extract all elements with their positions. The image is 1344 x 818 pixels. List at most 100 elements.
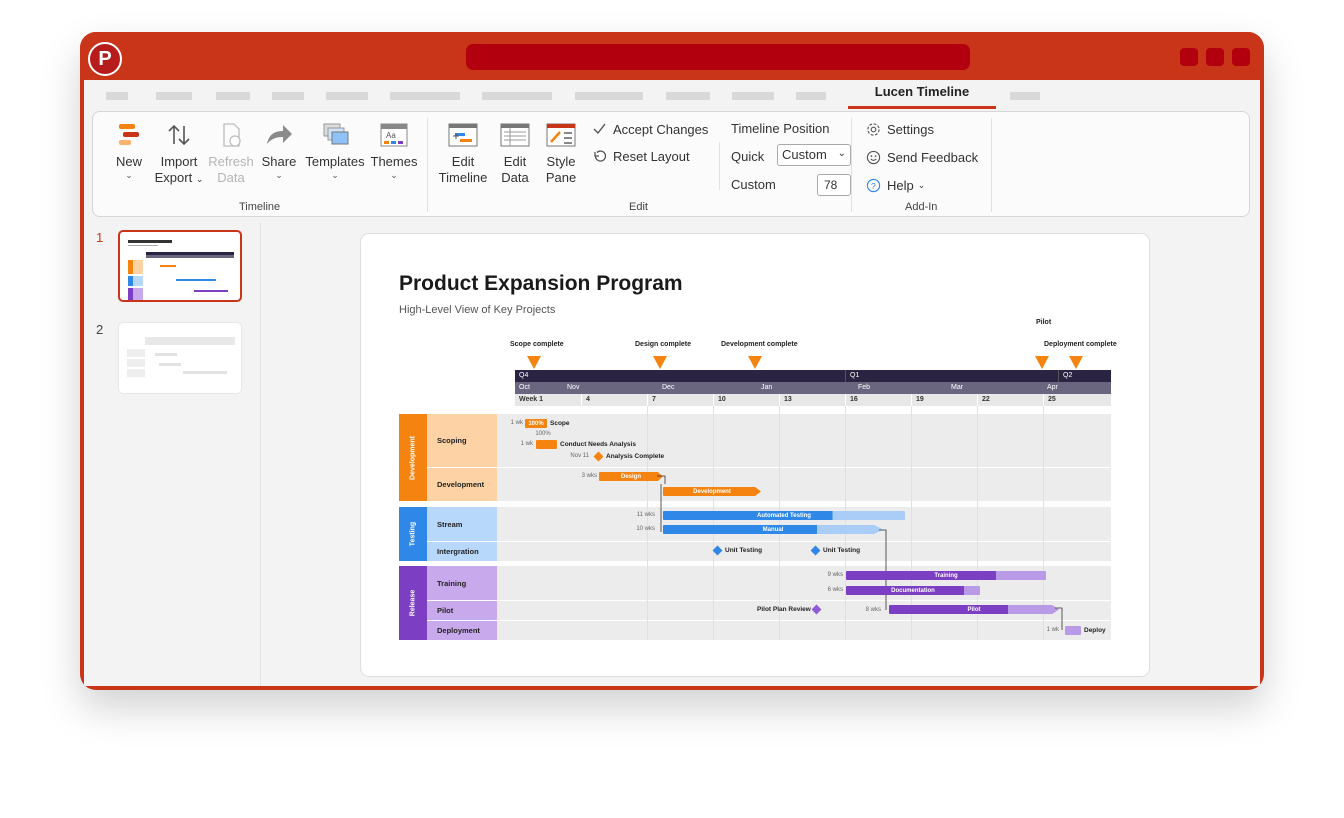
- milestone-label[interactable]: Deployment complete: [1044, 341, 1117, 348]
- tab-placeholder[interactable]: [156, 92, 192, 100]
- edit-data-button[interactable]: Edit Data: [495, 122, 535, 186]
- row-label-scoping[interactable]: Scoping: [427, 414, 497, 467]
- milestone-marker[interactable]: [1069, 356, 1083, 369]
- week-label: 22: [977, 394, 990, 406]
- new-button[interactable]: New ⌄: [109, 122, 149, 180]
- settings-button[interactable]: Settings: [865, 121, 934, 137]
- accept-changes-button[interactable]: Accept Changes: [591, 121, 708, 137]
- task-progress: 100%: [535, 431, 551, 437]
- share-button[interactable]: Share ⌄: [259, 122, 299, 180]
- tab-placeholder[interactable]: [390, 92, 460, 100]
- task-label: Analysis Complete: [606, 453, 665, 460]
- gridline: [1043, 406, 1044, 640]
- chevron-down-icon: ⌄: [125, 170, 133, 180]
- group-divider: [991, 118, 992, 212]
- milestone-marker[interactable]: [527, 356, 541, 369]
- close-button[interactable]: [1232, 48, 1250, 66]
- dependency-connector: [657, 475, 666, 508]
- tab-placeholder[interactable]: [732, 92, 774, 100]
- month-label: Feb: [858, 384, 871, 391]
- milestone-marker[interactable]: [748, 356, 762, 369]
- app-window: P Lucen Timeline: [80, 32, 1264, 690]
- slide-subtitle[interactable]: High-Level View of Key Projects: [399, 304, 556, 316]
- tab-placeholder[interactable]: [796, 92, 826, 100]
- task-bar-automated-testing[interactable]: Automated Testing: [663, 511, 905, 520]
- task-label: Unit Testing: [725, 547, 763, 554]
- maximize-button[interactable]: [1206, 48, 1224, 66]
- task-bar-needs-analysis[interactable]: [536, 440, 557, 449]
- milestone-marker[interactable]: [1035, 356, 1049, 369]
- quick-position-select[interactable]: Custom ⌄: [777, 144, 851, 166]
- row-label-deployment[interactable]: Deployment: [427, 621, 497, 640]
- import-export-button[interactable]: Import Export ⌄: [153, 122, 205, 187]
- reset-layout-button[interactable]: Reset Layout: [591, 148, 690, 164]
- tab-placeholder[interactable]: [106, 92, 128, 100]
- style-pane-icon: [546, 123, 576, 147]
- templates-icon: [323, 123, 349, 145]
- tab-placeholder[interactable]: [575, 92, 643, 100]
- edit-timeline-button[interactable]: Edit Timeline: [435, 122, 491, 186]
- slide-number: 1: [96, 230, 104, 245]
- dependency-connector: [879, 529, 887, 610]
- week-label: 19: [911, 394, 924, 406]
- week-label: Week 1: [519, 396, 543, 403]
- task-bar-development[interactable]: Development: [663, 487, 761, 496]
- edit-group-label: Edit: [629, 201, 648, 213]
- app-content: Lucen Timeline New ⌄: [84, 80, 1260, 686]
- svg-text:Aa: Aa: [386, 131, 396, 140]
- slide-title[interactable]: Product Expansion Program: [399, 272, 683, 295]
- task-bar-pilot[interactable]: Pilot: [889, 605, 1059, 614]
- search-title-field[interactable]: [466, 44, 970, 70]
- task-bar-documentation[interactable]: Documentation: [846, 586, 980, 595]
- gridline: [713, 406, 714, 640]
- group-divider: [427, 118, 428, 212]
- chevron-down-icon: ⌄: [275, 170, 283, 180]
- group-label-development[interactable]: Development: [399, 414, 427, 501]
- row-label-development[interactable]: Development: [427, 468, 497, 501]
- send-feedback-button[interactable]: Send Feedback: [865, 149, 978, 165]
- style-pane-button[interactable]: Style Pane: [541, 122, 581, 186]
- timeline-position-label: Timeline Position: [731, 121, 830, 136]
- group-label-testing[interactable]: Testing: [399, 507, 427, 561]
- week-label: 13: [779, 394, 792, 406]
- tab-placeholder[interactable]: [272, 92, 304, 100]
- gridline: [977, 406, 978, 640]
- help-button[interactable]: ? Help ⌄: [865, 177, 925, 193]
- milestone-label[interactable]: Design complete: [635, 341, 692, 348]
- themes-button[interactable]: Aa Themes ⌄: [369, 122, 419, 180]
- task-bar-scope[interactable]: 100%: [525, 419, 547, 428]
- timeline-group-label: Timeline: [239, 201, 281, 213]
- refresh-data-button[interactable]: Refresh Data: [207, 122, 255, 186]
- milestone-label[interactable]: Scope complete: [510, 341, 564, 348]
- tab-placeholder[interactable]: [1010, 92, 1040, 100]
- slide-thumbnail-2[interactable]: [118, 322, 242, 394]
- task-bar-deploy[interactable]: [1065, 626, 1081, 635]
- month-label: Dec: [662, 384, 675, 391]
- row-label-stream[interactable]: Stream: [427, 507, 497, 541]
- task-bar-design[interactable]: Design: [599, 472, 663, 481]
- quarter-label: Q4: [519, 372, 529, 379]
- milestone-label[interactable]: Pilot: [1036, 319, 1052, 326]
- row-label-pilot[interactable]: Pilot: [427, 601, 497, 620]
- gridline: [845, 406, 846, 640]
- custom-label: Custom: [731, 177, 776, 192]
- dependency-connector: [660, 508, 662, 532]
- row-label-integration[interactable]: Intergration: [427, 542, 497, 561]
- tab-placeholder[interactable]: [482, 92, 552, 100]
- task-bar-training[interactable]: Training: [846, 571, 1046, 580]
- tab-placeholder[interactable]: [666, 92, 710, 100]
- tab-placeholder[interactable]: [216, 92, 250, 100]
- templates-button[interactable]: Templates ⌄: [305, 122, 365, 180]
- title-bar: P: [80, 32, 1264, 80]
- row-label-training[interactable]: Training: [427, 566, 497, 600]
- milestone-marker[interactable]: [653, 356, 667, 369]
- milestone-label[interactable]: Development complete: [721, 341, 798, 348]
- slide-thumbnail-1[interactable]: [118, 230, 242, 302]
- ribbon-tabs: Lucen Timeline: [84, 80, 1260, 110]
- tab-placeholder[interactable]: [326, 92, 368, 100]
- minimize-button[interactable]: [1180, 48, 1198, 66]
- tab-lucen-timeline[interactable]: Lucen Timeline: [874, 84, 970, 99]
- task-bar-manual[interactable]: Manual: [663, 525, 883, 534]
- group-label-release[interactable]: Release: [399, 566, 427, 640]
- custom-position-input[interactable]: 78: [817, 174, 851, 196]
